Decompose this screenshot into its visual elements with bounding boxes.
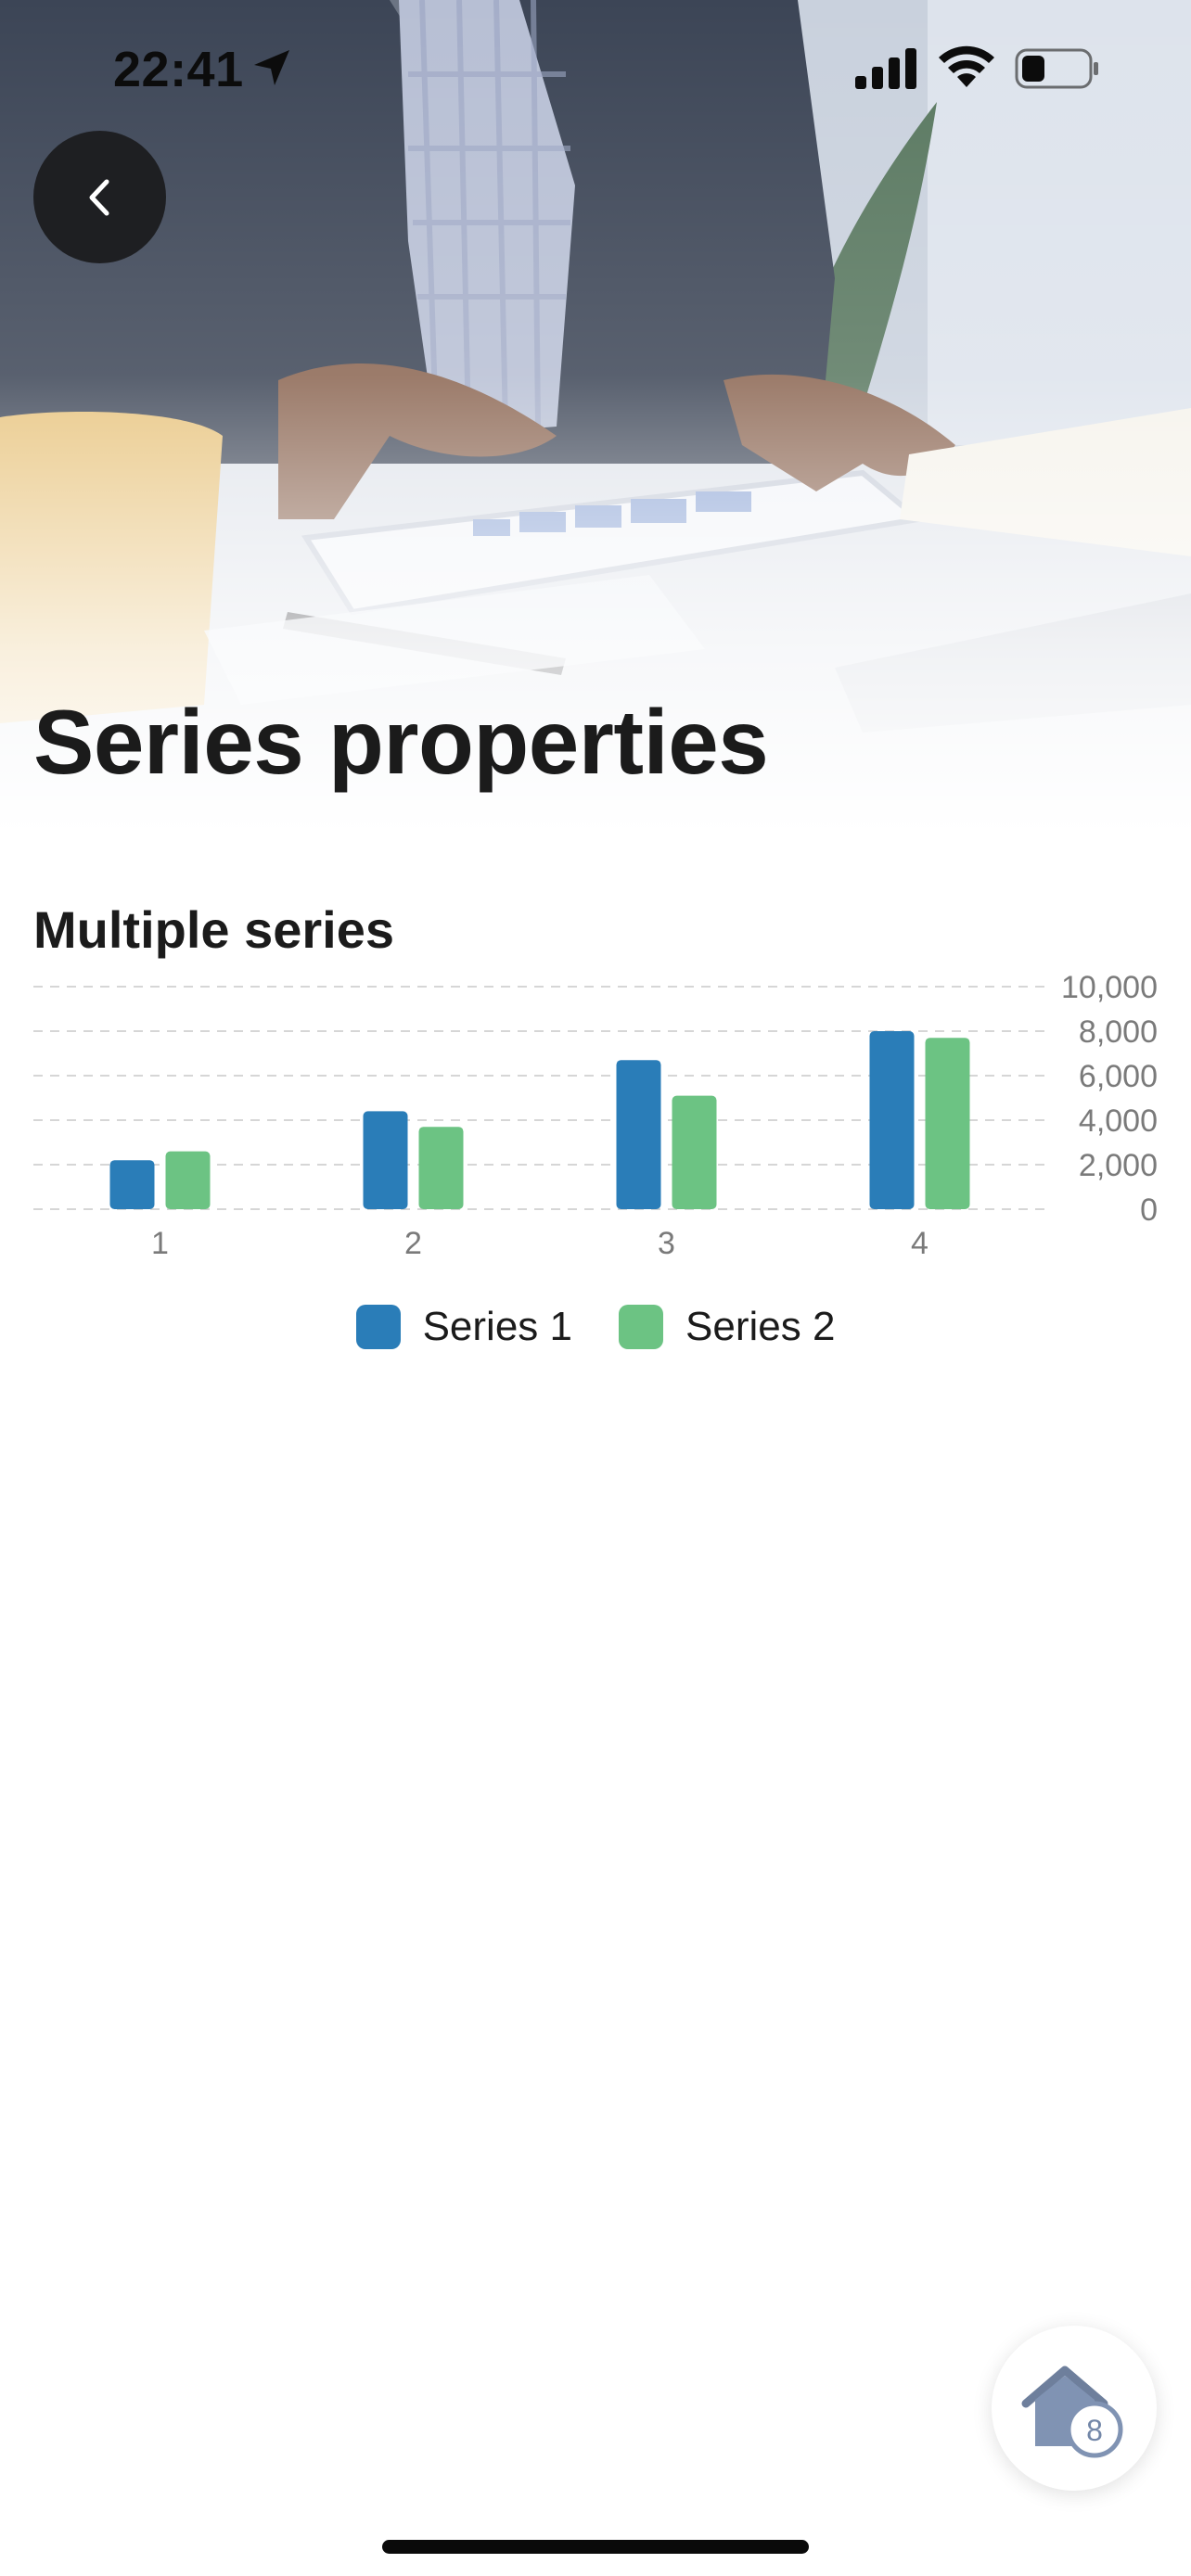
bar-series-2-category-4[interactable] (925, 1038, 970, 1209)
location-arrow-icon (254, 50, 289, 85)
chart-bars (109, 1031, 970, 1209)
x-tick-label: 1 (151, 1226, 169, 1261)
status-time: 22:41 (113, 42, 244, 97)
legend-item-series-1[interactable]: Series 1 (355, 1304, 572, 1350)
legend-swatch (619, 1305, 663, 1349)
x-tick-label: 2 (404, 1226, 422, 1261)
x-tick-label: 4 (911, 1226, 928, 1261)
page-title: Series properties (33, 691, 769, 793)
back-button[interactable] (33, 131, 166, 263)
home-indicator (382, 2540, 809, 2554)
bar-series-1-category-2[interactable] (363, 1111, 408, 1209)
bar-series-1-category-4[interactable] (869, 1031, 915, 1209)
y-tick-label: 4,000 (1079, 1103, 1158, 1139)
bar-series-2-category-3[interactable] (672, 1095, 717, 1209)
chevron-left-icon (89, 179, 109, 215)
bar-series-2-category-2[interactable] (418, 1127, 464, 1209)
battery-icon (1015, 48, 1098, 89)
y-tick-label: 8,000 (1079, 1014, 1158, 1050)
x-axis-ticks: 1 2 3 4 (151, 1226, 928, 1261)
status-bar: 22:41 (0, 0, 1191, 139)
y-tick-label: 6,000 (1079, 1059, 1158, 1094)
home-button[interactable]: 8 (992, 2326, 1157, 2491)
wifi-icon (939, 45, 994, 87)
y-tick-label: 10,000 (1061, 970, 1158, 1005)
chart-legend: Series 1 Series 2 (0, 1294, 1191, 1359)
home-icon: 8 (1021, 2366, 1123, 2458)
bar-series-1-category-3[interactable] (616, 1060, 661, 1209)
cellular-signal-icon (855, 48, 916, 89)
y-tick-label: 0 (1140, 1192, 1158, 1228)
home-badge-count: 8 (1086, 2414, 1103, 2447)
y-tick-label: 2,000 (1079, 1148, 1158, 1183)
legend-item-series-2[interactable]: Series 2 (619, 1304, 835, 1350)
legend-label: Series 1 (422, 1304, 572, 1349)
bar-series-2-category-1[interactable] (165, 1151, 211, 1209)
legend-swatch (355, 1305, 401, 1349)
badge-circle (1066, 2401, 1123, 2458)
hero-fade-overlay (0, 0, 1191, 835)
bar-series-1-category-1[interactable] (109, 1160, 155, 1209)
y-axis-ticks: 10,000 8,000 6,000 4,000 2,000 0 (1061, 970, 1158, 1228)
legend-label: Series 2 (685, 1304, 836, 1349)
bar-chart: 10,000 8,000 6,000 4,000 2,000 0 1 2 3 4 (33, 970, 1158, 1261)
section-title: Multiple series (33, 900, 395, 959)
x-tick-label: 3 (658, 1226, 675, 1261)
hero-photo (0, 0, 1191, 835)
